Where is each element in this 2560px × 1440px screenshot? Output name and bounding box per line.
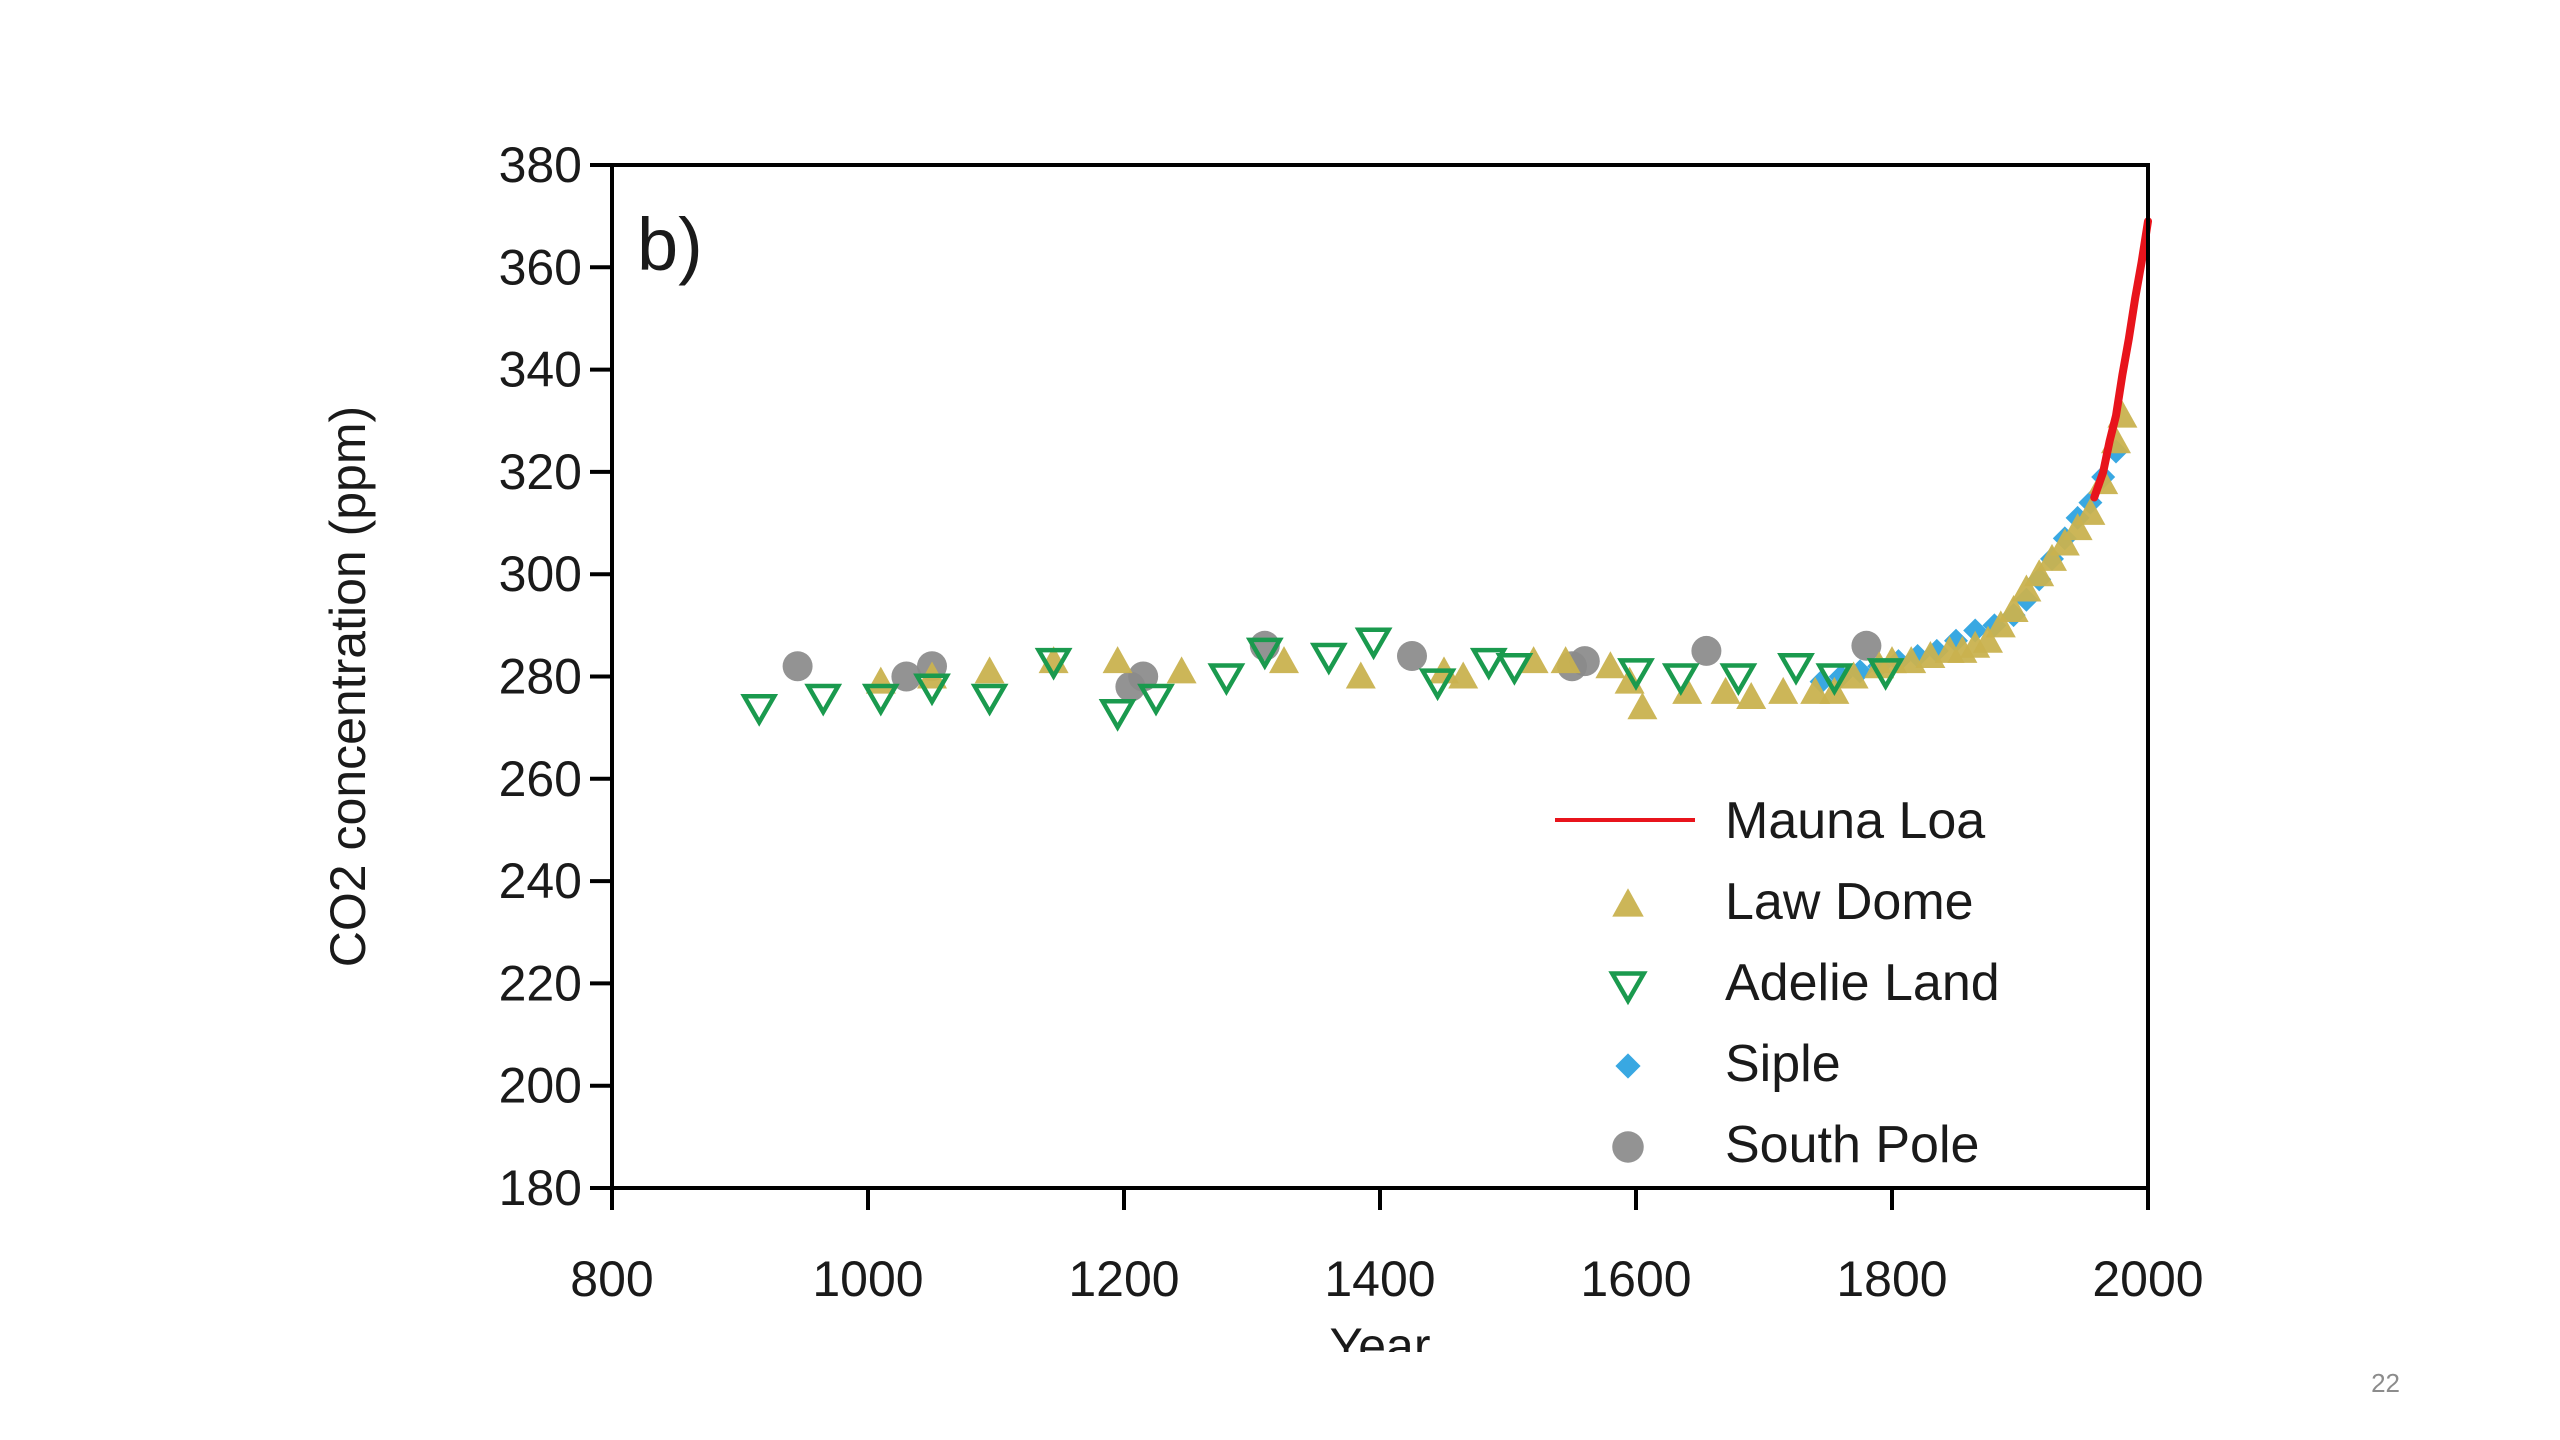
adelie-land-point (1309, 642, 1348, 676)
law-dome-point (1800, 676, 1831, 704)
adelie-land-point (804, 683, 843, 717)
legend-label: Law Dome (1725, 873, 1974, 931)
y-tick-label: 380 (499, 137, 582, 193)
adelie-land-point (1034, 647, 1073, 681)
legend-law-dome-swatch (1612, 888, 1644, 917)
adelie-land-point (1469, 647, 1508, 681)
siple-point (1963, 618, 1988, 643)
law-dome-point (2024, 559, 2055, 587)
law-dome-point (1102, 646, 1133, 674)
y-tick-label: 200 (499, 1058, 582, 1114)
panel-label: b) (637, 203, 703, 286)
south-pole-point (782, 651, 813, 682)
law-dome-point (2075, 497, 2106, 525)
x-tick-label: 1400 (1324, 1251, 1435, 1307)
y-axis-label: CO2 concentration (ppm) (320, 406, 376, 967)
adelie-land-point (1418, 668, 1457, 702)
adelie-land-point (1617, 658, 1655, 691)
adelie-land-point (913, 673, 951, 707)
adelie-land-point (1354, 627, 1393, 661)
adelie-land-point (1495, 653, 1534, 686)
x-tick-label: 2000 (2092, 1251, 2203, 1307)
adelie-land-point (861, 683, 900, 717)
x-axis-ticks: 800 1000 1200 1400 1600 1800 2000 (570, 1188, 2204, 1307)
legend: Mauna Loa Law Dome Adelie Land Siple South P… (1555, 792, 2000, 1174)
law-dome-point (974, 656, 1005, 684)
law-dome-point (1736, 681, 1767, 709)
law-dome-point (1166, 656, 1197, 684)
y-tick-label: 360 (499, 239, 582, 295)
law-dome-point (1973, 625, 2003, 653)
legend-label: Siple (1725, 1035, 1841, 1093)
law-dome-point (1518, 646, 1549, 674)
law-dome-point (1550, 646, 1581, 674)
y-tick-label: 220 (499, 955, 582, 1011)
law-dome-point (1998, 595, 2029, 623)
legend-label: Mauna Loa (1725, 792, 1985, 850)
slide-number: 22 (2371, 1368, 2400, 1398)
adelie-land-point (1207, 663, 1246, 697)
law-dome-point (1985, 610, 2016, 638)
adelie-land-point (970, 683, 1009, 717)
adelie-land-point (740, 693, 779, 727)
x-tick-label: 1600 (1580, 1251, 1691, 1307)
legend-label: South Pole (1725, 1116, 1979, 1174)
y-tick-label: 340 (499, 342, 582, 398)
law-dome-point (1269, 646, 1299, 674)
law-dome-point (1768, 676, 1799, 704)
adelie-land-point (1866, 658, 1905, 691)
adelie-land-point (1245, 637, 1284, 671)
x-tick-label: 1200 (1068, 1251, 1179, 1307)
legend-adelie-land-swatch (1608, 971, 1648, 1006)
adelie-land-point (1777, 653, 1815, 686)
x-tick-label: 800 (570, 1251, 653, 1307)
mauna-loa-line (2090, 217, 2152, 502)
law-dome-point (1710, 676, 1741, 704)
y-axis-label-text: CO2 concentration (ppm) (320, 406, 376, 967)
data-markers (740, 400, 2138, 732)
adelie-land-point (1719, 663, 1758, 697)
adelie-land-point (1137, 683, 1175, 717)
data-lines (2090, 217, 2152, 502)
law-dome-point (1448, 661, 1479, 689)
y-tick-label: 180 (499, 1160, 582, 1216)
law-dome-point (2049, 528, 2080, 556)
y-tick-label: 240 (499, 853, 582, 909)
south-pole-point (1851, 630, 1882, 661)
law-dome-point (1345, 661, 1376, 689)
y-tick-label: 280 (499, 649, 582, 705)
law-dome-point (2011, 574, 2042, 602)
y-axis-ticks: 180 200 220 240 260 280 300 320 340 360 380 (499, 137, 612, 1216)
law-dome-point (2037, 543, 2067, 571)
plot-frame (610, 163, 2150, 1190)
y-tick-label: 320 (499, 444, 582, 500)
south-pole-point (1691, 635, 1722, 666)
south-pole-point (1397, 641, 1427, 672)
y-tick-label: 300 (499, 546, 582, 602)
legend-label: Adelie Land (1725, 954, 2000, 1012)
law-dome-point (2062, 513, 2093, 541)
law-dome-point (1627, 692, 1658, 720)
adelie-land-point (1098, 699, 1137, 732)
y-tick-label: 260 (499, 751, 582, 807)
adelie-land-point (1815, 663, 1854, 697)
figure-crop-mask (1100, 1352, 1500, 1392)
legend-south-pole-swatch (1612, 1131, 1644, 1163)
law-dome-point (1595, 651, 1626, 679)
legend-siple-swatch (1615, 1053, 1641, 1079)
adelie-land-point (1661, 663, 1700, 697)
law-dome-point (1672, 676, 1703, 704)
law-dome-point (1838, 661, 1869, 689)
x-tick-label: 1000 (812, 1251, 923, 1307)
x-tick-label: 1800 (1836, 1251, 1947, 1307)
